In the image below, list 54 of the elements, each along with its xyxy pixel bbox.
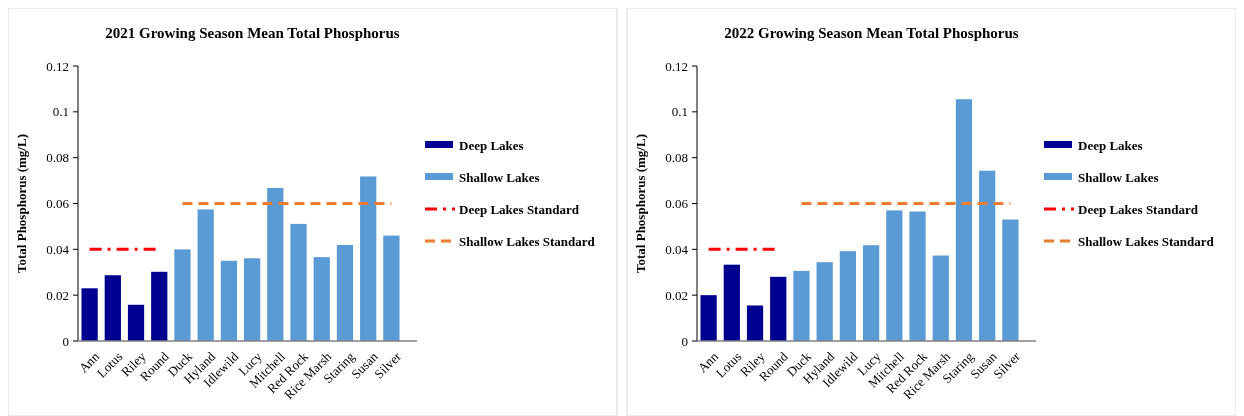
legend-label: Deep Lakes — [1078, 137, 1143, 153]
legend-label: Deep Lakes — [459, 137, 524, 153]
bar — [267, 187, 284, 341]
bar — [723, 264, 740, 341]
bar — [955, 99, 973, 341]
legend-label: Deep Lakes Standard — [1078, 201, 1199, 217]
bar — [793, 270, 810, 341]
y-tick-label: 0.04 — [665, 241, 689, 257]
bar — [839, 251, 857, 341]
y-tick-label: 0 — [681, 333, 688, 349]
bar — [746, 305, 764, 341]
bar — [886, 210, 903, 341]
legend-label: Shallow Lakes Standard — [459, 233, 596, 249]
y-tick-label: 0.12 — [665, 58, 688, 74]
bar — [243, 258, 261, 341]
bar — [151, 271, 168, 341]
y-axis-title: Total Phosphorus (mg/L) — [14, 134, 29, 273]
bar — [220, 260, 238, 341]
bar — [336, 244, 354, 341]
bar — [174, 249, 191, 341]
bar — [862, 245, 880, 341]
bar — [909, 211, 926, 341]
bar — [700, 295, 717, 341]
bar — [979, 170, 996, 341]
legend-label: Shallow Lakes Standard — [1078, 233, 1215, 249]
chart-title: 2022 Growing Season Mean Total Phosphorus — [724, 25, 1019, 41]
bar — [313, 257, 330, 341]
y-tick-label: 0.1 — [671, 104, 688, 120]
y-tick-label: 0.08 — [46, 150, 69, 166]
bar — [770, 276, 787, 341]
bar — [383, 235, 400, 341]
bar — [1002, 219, 1019, 341]
y-tick-label: 0.08 — [665, 150, 688, 166]
y-tick-label: 0 — [62, 333, 69, 349]
legend-label: Shallow Lakes — [1078, 169, 1159, 185]
y-tick-label: 0.1 — [52, 104, 69, 120]
y-tick-label: 0.02 — [46, 287, 69, 303]
y-tick-label: 0.12 — [46, 58, 69, 74]
bar — [197, 209, 214, 341]
bar — [816, 262, 833, 341]
legend-label: Deep Lakes Standard — [459, 201, 580, 217]
bar — [360, 176, 377, 341]
legend-label: Shallow Lakes — [459, 169, 540, 185]
y-tick-label: 0.02 — [665, 287, 688, 303]
y-tick-label: 0.06 — [46, 196, 70, 212]
bar — [104, 275, 121, 341]
chart-title: 2021 Growing Season Mean Total Phosphorus — [105, 25, 400, 41]
bar — [290, 223, 307, 341]
bar — [932, 255, 949, 341]
y-tick-label: 0.04 — [46, 241, 70, 257]
y-axis-title: Total Phosphorus (mg/L) — [633, 134, 648, 273]
bar — [81, 288, 98, 341]
y-tick-label: 0.06 — [665, 196, 689, 212]
bar — [127, 304, 145, 341]
